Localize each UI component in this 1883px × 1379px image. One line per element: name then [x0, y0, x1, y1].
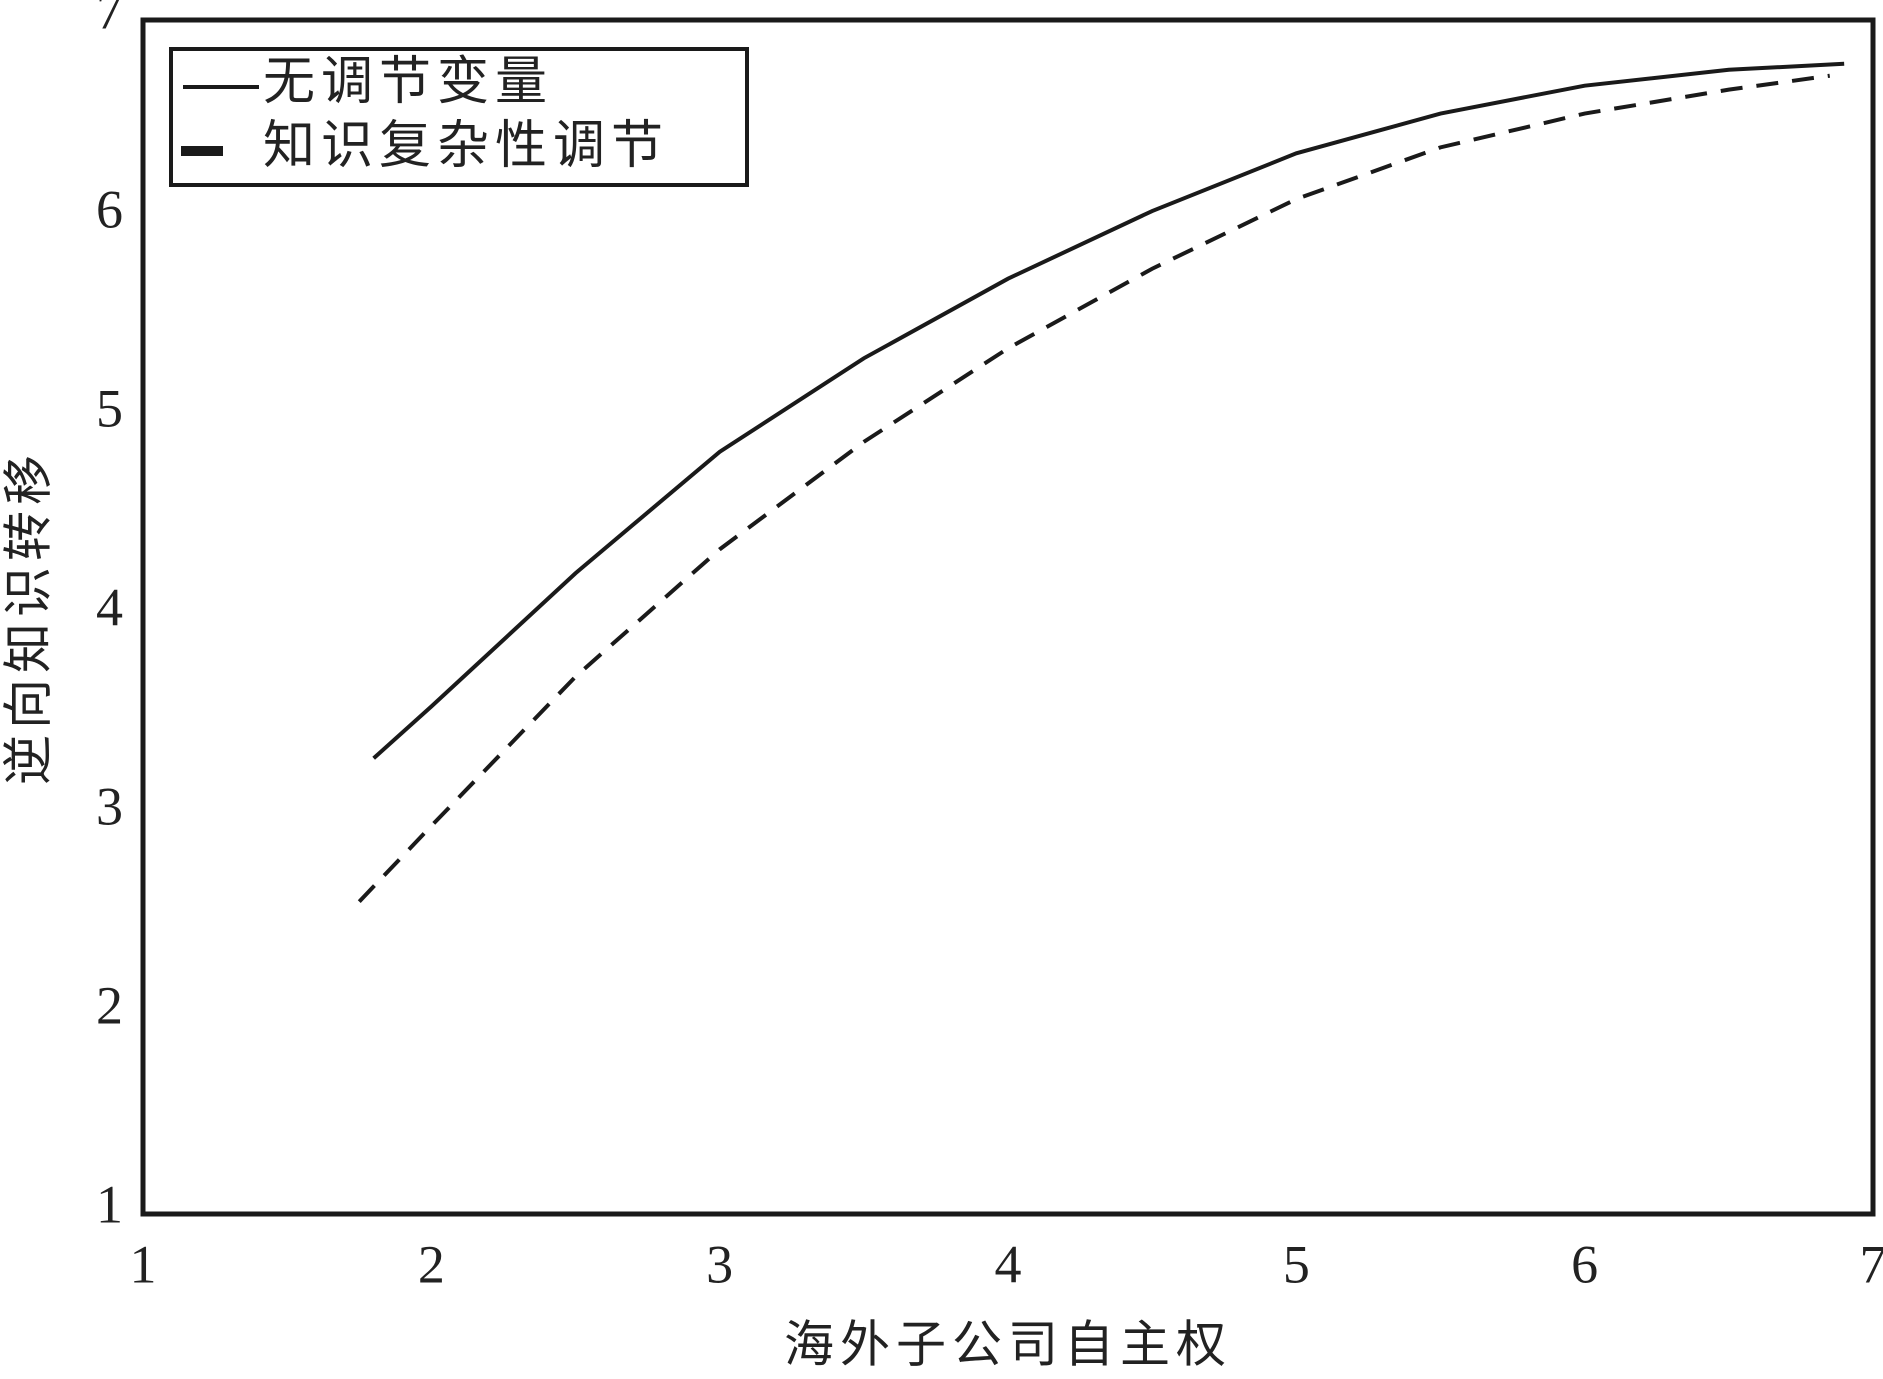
- x-tick-label: 7: [1860, 1234, 1883, 1294]
- y-tick-label: 5: [96, 378, 123, 438]
- legend-label: 知识复杂性调节: [263, 118, 669, 175]
- x-axis-title: 海外子公司自主权: [784, 1316, 1232, 1372]
- plot-frame: [140, 17, 1876, 1217]
- y-tick-label: 6: [96, 179, 123, 239]
- legend-label: 无调节变量: [263, 54, 553, 111]
- x-tick-label: 6: [1571, 1234, 1598, 1294]
- y-axis-title: 逆向知识转移: [0, 449, 56, 785]
- x-tick-label: 2: [418, 1234, 445, 1294]
- y-tick-label: 2: [96, 975, 123, 1035]
- x-tick-label: 1: [130, 1234, 157, 1294]
- x-tick-label: 4: [995, 1234, 1022, 1294]
- x-tick-label: 3: [706, 1234, 733, 1294]
- y-tick-label: 4: [96, 577, 123, 637]
- y-tick-label: 1: [96, 1174, 123, 1234]
- series-line: [357, 73, 1831, 903]
- x-tick-label: 5: [1283, 1234, 1310, 1294]
- legend-box: [169, 47, 749, 187]
- y-tick-label: 7: [96, 0, 123, 40]
- y-tick-label: 3: [96, 776, 123, 836]
- series-line: [372, 61, 1845, 760]
